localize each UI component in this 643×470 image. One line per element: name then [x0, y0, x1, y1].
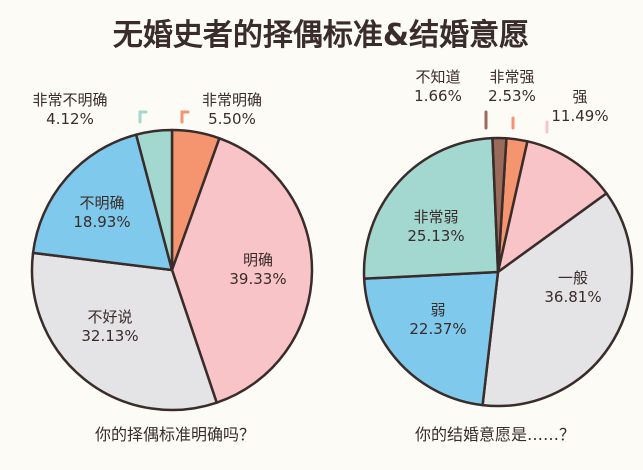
slice-label: 非常强 — [489, 68, 534, 86]
slice-value-label: 39.33% — [229, 270, 286, 288]
slice-label: 一般 — [558, 269, 588, 287]
subtitle-marriage-willingness: 你的结婚意愿是……？ — [415, 425, 575, 444]
pie-slice — [170, 137, 314, 404]
slice-value-label: 1.66% — [414, 87, 462, 105]
slice-value-label: 4.12% — [46, 110, 94, 128]
pie-slice — [491, 136, 508, 274]
slice-label: 非常明确 — [202, 91, 262, 109]
slice-label: 不明确 — [79, 194, 124, 212]
slice-label: 非常不明确 — [32, 91, 107, 109]
slice-value-label: 11.49% — [551, 107, 608, 125]
label-leader-line — [138, 110, 148, 124]
pie-slice — [30, 251, 218, 412]
slice-label: 不好说 — [87, 308, 132, 326]
pie-slice — [496, 140, 608, 274]
subtitle-mate-standard: 你的择偶标准明确吗？ — [95, 425, 255, 444]
slice-label: 不知道 — [415, 68, 460, 86]
pie-slice — [31, 133, 174, 272]
slice-value-label: 2.53% — [488, 87, 536, 105]
slice-value-label: 18.93% — [73, 213, 130, 231]
pie-slice — [362, 270, 500, 407]
chart-title: 无婚史者的择偶标准&结婚意愿 — [113, 18, 529, 53]
slice-label: 弱 — [430, 301, 445, 319]
slice-value-label: 36.81% — [544, 288, 601, 306]
slice-label: 非常弱 — [413, 208, 458, 226]
slice-value-label: 25.13% — [407, 227, 464, 245]
slice-value-label: 22.37% — [409, 320, 466, 338]
slice-label: 强 — [572, 88, 587, 106]
pie-slice — [134, 128, 174, 272]
pie-slice — [481, 192, 634, 408]
slice-value-label: 32.13% — [81, 327, 138, 345]
slice-value-label: 5.50% — [208, 110, 256, 128]
label-leader-line — [180, 110, 190, 124]
pie-slice — [362, 136, 500, 280]
slice-label: 明确 — [243, 251, 273, 269]
